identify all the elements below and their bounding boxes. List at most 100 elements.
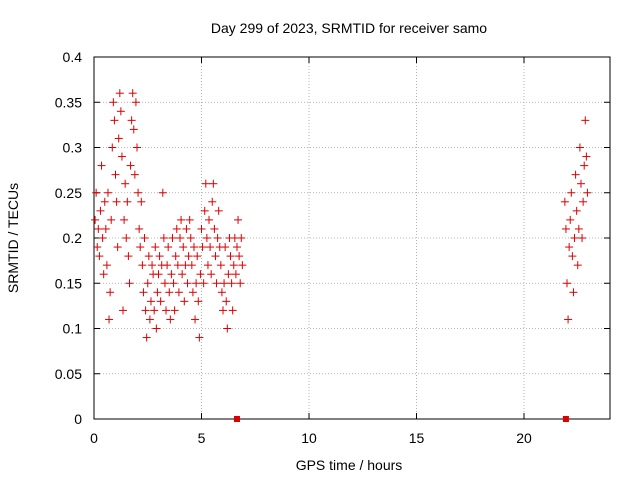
data-point [581,116,590,125]
data-point [128,89,137,98]
data-point [162,306,171,315]
data-point [223,324,232,333]
data-point [117,152,126,161]
data-point [107,215,116,224]
data-point [222,297,231,306]
data-point [180,297,189,306]
data-point [171,252,180,261]
data-point [191,315,200,324]
x-tick-label: 20 [516,430,532,446]
y-tick-label: 0.3 [63,140,83,156]
data-point [565,243,574,252]
x-axis-label: GPS time / hours [296,457,403,473]
data-point [199,279,208,288]
data-point [186,234,195,242]
data-point [217,288,226,297]
data-point [583,188,592,197]
data-point [136,243,145,252]
data-point [116,107,125,116]
data-point [227,279,236,288]
data-point [238,261,247,270]
data-point [123,197,132,206]
data-point [208,197,217,206]
data-point [202,234,211,242]
data-point [189,243,198,252]
y-tick-label: 0.35 [55,94,82,110]
data-point [219,306,227,315]
data-point [578,234,587,242]
data-point [228,306,237,315]
data-point [188,288,197,297]
data-point [211,252,220,261]
data-point [112,197,121,206]
x-tick-label: 0 [90,430,98,446]
data-point [221,243,230,252]
data-point [111,170,120,179]
data-point [159,234,168,242]
data-point [176,234,184,242]
data-point [100,197,109,206]
data-point [573,261,582,270]
data-point [198,243,207,252]
data-point [93,243,102,252]
data-point [185,215,194,224]
data-point [164,243,173,252]
data-point [121,179,130,188]
data-point [160,279,169,288]
data-point [106,288,115,297]
data-point [150,306,159,315]
data-point [564,315,573,324]
data-point [172,224,181,233]
data-point [168,234,177,242]
data-point [234,215,243,224]
data-point [196,270,205,279]
data-point [145,315,154,324]
data-point [133,143,141,152]
data-point [194,297,203,306]
data-point [236,279,245,288]
data-point [173,261,182,270]
data-point [170,306,179,315]
y-tick-label: 0.2 [63,230,83,246]
data-point [91,215,100,224]
data-point [134,188,143,197]
data-point [105,315,114,324]
data-point [125,279,134,288]
y-tick-label: 0.15 [55,275,82,291]
data-point [206,243,215,252]
data-point [580,161,589,170]
data-point [209,179,218,188]
data-point [126,161,135,170]
data-point [114,134,123,143]
data-point [560,197,569,206]
data-point [561,224,570,233]
data-point [108,143,117,152]
data-point [210,224,219,233]
data-point [563,279,571,288]
data-point [224,270,233,279]
data-point [229,261,238,270]
data-point [101,224,110,233]
zero-marker-point [562,416,569,422]
data-point [124,252,133,261]
data-point [155,252,164,261]
y-tick-label: 0.1 [63,321,83,337]
data-point [220,279,229,288]
data-point [139,288,148,297]
data-point [570,234,579,242]
data-point [205,215,214,224]
data-point [153,288,162,297]
y-tick-label: 0 [74,411,82,427]
data-point [201,179,210,188]
data-point [95,252,104,261]
data-point [214,206,223,215]
x-tick-label: 10 [301,430,317,446]
data-point [235,252,244,261]
data-point [216,261,225,270]
data-point [166,315,175,324]
x-tick-label: 15 [409,430,425,446]
data-point [146,297,155,306]
data-point [231,270,240,279]
x-tick-label: 5 [198,430,206,446]
